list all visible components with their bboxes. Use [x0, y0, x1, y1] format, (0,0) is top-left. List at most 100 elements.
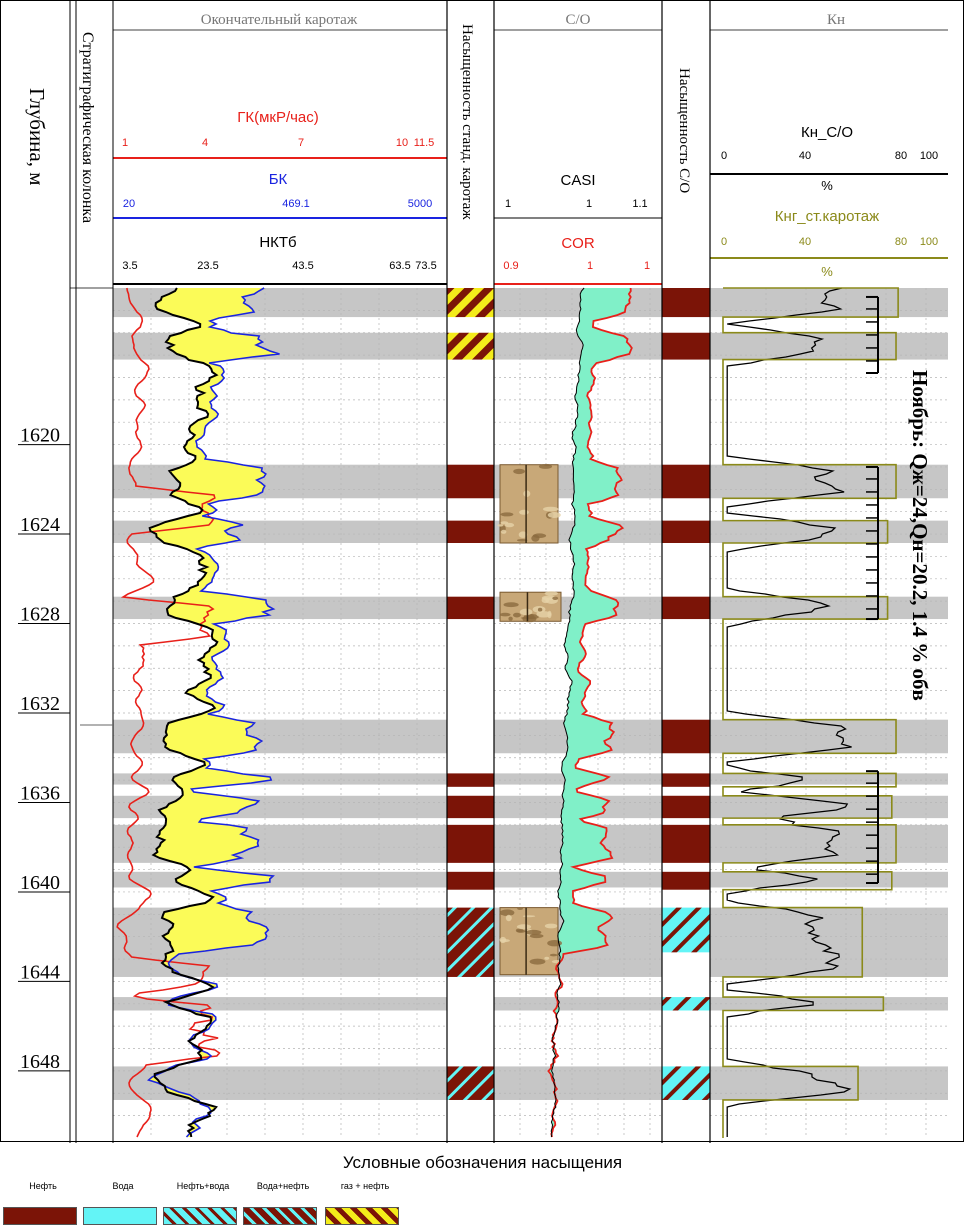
casi-tick-2: 1.1 [632, 198, 647, 210]
core-photo-texture [515, 928, 524, 933]
depth-label-1644: 1644 [20, 961, 60, 983]
casi-curve [550, 287, 585, 1138]
legend-swatch-oil [3, 1207, 77, 1225]
core-photo-texture [499, 909, 515, 916]
saturation-co-block-oil [662, 464, 710, 499]
core-photo [499, 464, 559, 544]
legend-item-water: Вода [83, 1179, 163, 1225]
legend-item-gas-oil: газ + нефть [325, 1179, 405, 1225]
core-photo-texture [517, 907, 523, 910]
core-photo-texture [525, 929, 542, 935]
legend-label-water: Вода [112, 1181, 134, 1191]
saturation-co-block-oil [662, 288, 710, 318]
legend-item-oil: Нефть [3, 1179, 83, 1225]
kng-tick-2: 80 [895, 236, 907, 248]
log-track-title: Окончательный каротаж [201, 12, 358, 28]
saturation-co-block-oil [662, 773, 710, 787]
shaded-interval [710, 719, 948, 754]
gk-tick-3: 10 [396, 137, 408, 149]
shaded-interval [113, 464, 447, 499]
core-photo-texture [516, 924, 532, 930]
frame-border [0, 0, 964, 1142]
cor-tick-0: 0.9 [503, 260, 518, 272]
kn-co-tick-2: 80 [895, 150, 907, 162]
core-photo-texture [541, 597, 550, 604]
core-photo-texture [499, 612, 511, 617]
saturation-std-block-oil [447, 520, 494, 543]
core-photo-texture [547, 512, 561, 518]
depth-label-1632: 1632 [20, 693, 60, 715]
shaded-interval [113, 1066, 447, 1100]
saturation-co-block-oil [662, 795, 710, 819]
depth-label-1628: 1628 [20, 604, 60, 626]
core-photo-texture [501, 529, 507, 534]
cor-tick-2: 1 [644, 260, 650, 272]
saturation-std-block-oil [447, 824, 494, 863]
nktb-curve-name: НКТб [259, 234, 296, 251]
legend-item-water-oil: Вода+нефть [243, 1179, 323, 1225]
cor-tick-1: 1 [587, 260, 593, 272]
kng-step-curve [722, 287, 899, 1138]
shaded-interval [113, 596, 447, 620]
bk-tick-2: 5000 [408, 198, 432, 210]
gk-tick-4: 11.5 [414, 137, 435, 149]
kng-tick-0: 0 [721, 236, 727, 248]
core-photo-texture [544, 591, 558, 596]
depth-label-1648: 1648 [20, 1051, 60, 1073]
kng-tick-1: 40 [799, 236, 811, 248]
shaded-interval [710, 332, 948, 360]
cor-curve [547, 287, 633, 1138]
saturation-co-block-oil [662, 520, 710, 543]
core-photo-texture [529, 958, 546, 965]
kn-co-tick-1: 40 [799, 150, 811, 162]
core-photo-texture [503, 602, 519, 608]
casi-tick-0: 1 [505, 198, 511, 210]
nktb-curve [148, 287, 219, 1138]
saturation-co-block-oil_water [662, 997, 710, 1011]
core-photo-texture [529, 933, 544, 939]
kn-co-tick-0: 0 [721, 150, 727, 162]
shaded-interval [494, 997, 662, 1011]
gk-curve-name: ГК(мкР/час) [237, 109, 319, 126]
core-photo-texture [500, 512, 514, 517]
casi-curve-name: CASI [560, 172, 595, 189]
saturation-co-block-oil [662, 596, 710, 620]
saturation-legend: Условные обозначения насыщения Нефть Вод… [0, 1143, 965, 1232]
shaded-interval [494, 288, 662, 318]
core-photo-texture [544, 956, 550, 960]
core-photo-texture [518, 531, 528, 538]
gk-tick-2: 7 [298, 137, 304, 149]
core-photo-texture [519, 509, 529, 515]
saturation-std-block-oil [447, 596, 494, 620]
bk-nktb-fill [148, 288, 280, 1137]
strat-track-title: Стратиграфическая колонка [79, 32, 96, 223]
sat-std-track-title: Насыщенность станд. каротаж [459, 24, 475, 220]
kn-co-curve [726, 287, 852, 1137]
saturation-co-block-oil_water [662, 1066, 710, 1100]
core-photo-texture [552, 596, 559, 600]
saturation-co-block-oil [662, 332, 710, 360]
core-photo-texture [537, 607, 543, 612]
saturation-std-block-oil [447, 773, 494, 787]
saturation-std-block-gas_oil [447, 288, 494, 318]
kn-co-tick-3: 100 [920, 150, 938, 162]
legend-label-oil-water: Нефть+вода [176, 1181, 230, 1191]
gk-tick-1: 4 [202, 137, 208, 149]
co-track-title: C/O [565, 12, 590, 28]
gk-curve [116, 287, 221, 1138]
saturation-std-block-water_oil [447, 1066, 494, 1100]
core-photo-texture [497, 524, 504, 527]
nktb-tick-4: 73.5 [415, 260, 436, 272]
saturation-std-block-gas_oil [447, 332, 494, 360]
core-photo-texture [500, 521, 509, 525]
shaded-interval [710, 871, 948, 888]
core-photo-texture [513, 468, 525, 475]
shaded-interval [113, 332, 447, 360]
kn-track-title: Кн [827, 12, 845, 28]
core-photo-texture [544, 923, 558, 929]
core-photo-texture [519, 608, 533, 616]
core-photo-texture [544, 464, 551, 467]
legend-swatch-water [83, 1207, 157, 1225]
shaded-interval [113, 719, 447, 754]
saturation-co-block-oil [662, 871, 710, 890]
